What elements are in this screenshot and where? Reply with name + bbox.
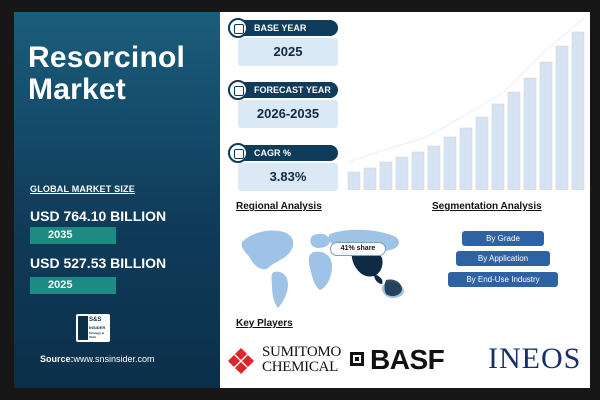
segment-by-application[interactable]: By Application <box>456 251 550 266</box>
sumitomo-line-2: CHEMICAL <box>262 359 338 375</box>
calendar-icon <box>228 18 248 38</box>
cagr-header: CAGR % <box>228 145 338 161</box>
logo-mark-icon <box>78 316 88 340</box>
chart-icon <box>228 80 248 100</box>
forecast-year-value: 2026-2035 <box>238 100 338 128</box>
source-line: Source:www.snsinsider.com <box>40 354 155 364</box>
base-year-header: BASE YEAR <box>228 20 338 36</box>
title-line-2: Market <box>28 73 126 106</box>
year-2025-badge: 2025 <box>30 277 116 294</box>
source-url[interactable]: www.snsinsider.com <box>73 354 155 364</box>
left-panel: Resorcinol Market GLOBAL MARKET SIZE USD… <box>14 12 220 388</box>
key-players-title: Key Players <box>236 318 293 329</box>
cagr-value: 3.83% <box>238 163 338 191</box>
infographic: Resorcinol Market GLOBAL MARKET SIZE USD… <box>14 12 590 388</box>
sumitomo-line-1: SUMITOMO <box>262 344 342 360</box>
title-line-1: Resorcinol <box>28 41 186 74</box>
growth-icon <box>228 143 248 163</box>
segment-by-grade[interactable]: By Grade <box>462 231 544 246</box>
sumitomo-logo-mark-icon <box>228 348 254 374</box>
growth-bars-graphic <box>347 17 585 190</box>
logo-text-1: S&S <box>89 317 102 323</box>
regional-share-label: 41% share <box>330 242 386 256</box>
basf-logo: BASF <box>350 344 445 376</box>
year-2035-badge: 2035 <box>30 227 116 244</box>
page-title: Resorcinol Market <box>28 42 185 106</box>
value-2035: USD 764.10 BILLION <box>30 208 167 224</box>
base-year-value: 2025 <box>238 38 338 66</box>
ineos-logo: INEOS <box>488 342 582 375</box>
regional-analysis-title: Regional Analysis <box>236 201 322 212</box>
forecast-year-header: FORECAST YEAR <box>228 82 338 98</box>
logo-text-3: Strategy & Stats <box>89 331 105 339</box>
basf-square-icon <box>350 352 364 366</box>
value-2025: USD 527.53 BILLION <box>30 255 167 271</box>
world-map <box>241 229 404 308</box>
logo-text: S&S INSIDER Strategy & Stats <box>89 317 110 339</box>
logo-text-2: INSIDER <box>89 325 106 330</box>
segment-by-end-use-industry[interactable]: By End-Use Industry <box>448 272 558 287</box>
sumitomo-chemical-logo: SUMITOMO CHEMICAL <box>262 345 341 375</box>
source-label: Source: <box>40 354 74 364</box>
segmentation-analysis-title: Segmentation Analysis <box>432 201 542 212</box>
global-market-size-label: GLOBAL MARKET SIZE <box>30 184 135 194</box>
basf-text: BASF <box>370 344 445 375</box>
sns-insider-logo: S&S INSIDER Strategy & Stats <box>76 314 110 342</box>
